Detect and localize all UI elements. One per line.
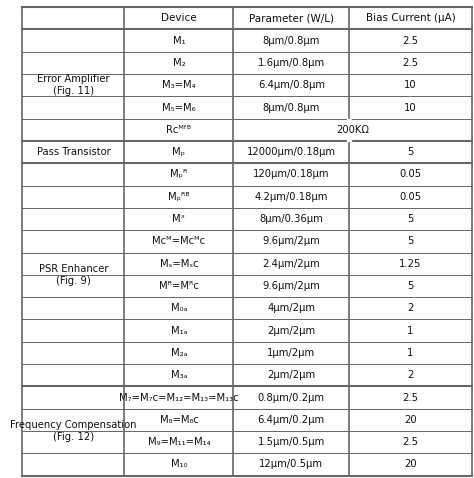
Text: Mₚ: Mₚ — [173, 147, 185, 157]
Text: 2.4μm/2μm: 2.4μm/2μm — [263, 259, 320, 269]
Text: 120μm/0.18μm: 120μm/0.18μm — [253, 170, 329, 179]
Text: M₅=M₆: M₅=M₆ — [162, 103, 196, 112]
Text: 0.05: 0.05 — [400, 170, 421, 179]
Text: 2.5: 2.5 — [402, 58, 419, 68]
Text: 10: 10 — [404, 80, 417, 90]
Text: 2: 2 — [407, 304, 414, 313]
Text: 8μm/0.8μm: 8μm/0.8μm — [263, 103, 320, 112]
Text: 10: 10 — [404, 103, 417, 112]
Text: Parameter (W/L): Parameter (W/L) — [249, 13, 334, 23]
Text: M₉=M₁₁=M₁₄: M₉=M₁₁=M₁₄ — [147, 437, 210, 447]
Text: 0.05: 0.05 — [400, 192, 421, 202]
Text: M₃ₐ: M₃ₐ — [171, 370, 187, 380]
Text: Rᴄᴹᶠᴮ: Rᴄᴹᶠᴮ — [166, 125, 191, 135]
Text: Frequency Compensation
(Fig. 12): Frequency Compensation (Fig. 12) — [10, 420, 137, 442]
Text: PSR Enhancer
(Fig. 9): PSR Enhancer (Fig. 9) — [39, 264, 108, 286]
Text: 1: 1 — [407, 348, 414, 358]
Text: Error Amplifier
(Fig. 11): Error Amplifier (Fig. 11) — [37, 75, 110, 96]
Text: 6.4μm/0.8μm: 6.4μm/0.8μm — [258, 80, 325, 90]
Text: 2μm/2μm: 2μm/2μm — [267, 370, 315, 380]
Text: 2.5: 2.5 — [402, 392, 419, 402]
Text: M₃=M₄: M₃=M₄ — [162, 80, 196, 90]
Text: 1.6μm/0.8μm: 1.6μm/0.8μm — [258, 58, 325, 68]
Text: Mᴿ=Mᴿᴄ: Mᴿ=Mᴿᴄ — [159, 281, 199, 291]
Text: 8μm/0.8μm: 8μm/0.8μm — [263, 36, 320, 45]
Text: 20: 20 — [404, 415, 417, 425]
Text: 4μm/2μm: 4μm/2μm — [267, 304, 315, 313]
Text: M₂: M₂ — [173, 58, 185, 68]
Text: 6.4μm/0.2μm: 6.4μm/0.2μm — [258, 415, 325, 425]
Text: 20: 20 — [404, 459, 417, 469]
Text: Mₚᴿ: Mₚᴿ — [170, 170, 188, 179]
Text: 200KΩ: 200KΩ — [336, 125, 369, 135]
Text: 12μm/0.5μm: 12μm/0.5μm — [259, 459, 323, 469]
Text: M₈=M₈ᴄ: M₈=M₈ᴄ — [160, 415, 199, 425]
Text: Mˣ: Mˣ — [173, 214, 185, 224]
Text: Bias Current (μA): Bias Current (μA) — [365, 13, 456, 23]
Text: Mₚᴿᴮ: Mₚᴿᴮ — [168, 192, 190, 202]
Text: Mₛ=Mₛᴄ: Mₛ=Mₛᴄ — [160, 259, 198, 269]
Text: 5: 5 — [407, 281, 414, 291]
Text: 2.5: 2.5 — [402, 437, 419, 447]
Text: M₀ₐ: M₀ₐ — [171, 304, 187, 313]
Text: 2: 2 — [407, 370, 414, 380]
Text: 5: 5 — [407, 147, 414, 157]
Text: 0.8μm/0.2μm: 0.8μm/0.2μm — [258, 392, 325, 402]
Text: 5: 5 — [407, 237, 414, 246]
Text: Device: Device — [161, 13, 197, 23]
Text: M₁: M₁ — [173, 36, 185, 45]
Text: M₇=M₇ᴄ=M₁₂=M₁₃=M₁₃ᴄ: M₇=M₇ᴄ=M₁₂=M₁₃=M₁₃ᴄ — [119, 392, 239, 402]
Text: 1μm/2μm: 1μm/2μm — [267, 348, 315, 358]
Text: 12000μm/0.18μm: 12000μm/0.18μm — [247, 147, 336, 157]
Text: 1.5μm/0.5μm: 1.5μm/0.5μm — [258, 437, 325, 447]
Text: 1: 1 — [407, 326, 414, 336]
Text: M₁ₐ: M₁ₐ — [171, 326, 187, 336]
Text: 5: 5 — [407, 214, 414, 224]
Text: Mᴄᴹ=Mᴄᴹᴄ: Mᴄᴹ=Mᴄᴹᴄ — [153, 237, 206, 246]
Text: 2.5: 2.5 — [402, 36, 419, 45]
Text: M₂ₐ: M₂ₐ — [171, 348, 187, 358]
Text: 4.2μm/0.18μm: 4.2μm/0.18μm — [255, 192, 328, 202]
Text: 9.6μm/2μm: 9.6μm/2μm — [263, 237, 320, 246]
Text: Pass Transistor: Pass Transistor — [36, 147, 110, 157]
Text: 9.6μm/2μm: 9.6μm/2μm — [263, 281, 320, 291]
Text: M₁₀: M₁₀ — [171, 459, 187, 469]
Text: 8μm/0.36μm: 8μm/0.36μm — [259, 214, 323, 224]
Text: 2μm/2μm: 2μm/2μm — [267, 326, 315, 336]
Text: 1.25: 1.25 — [399, 259, 422, 269]
